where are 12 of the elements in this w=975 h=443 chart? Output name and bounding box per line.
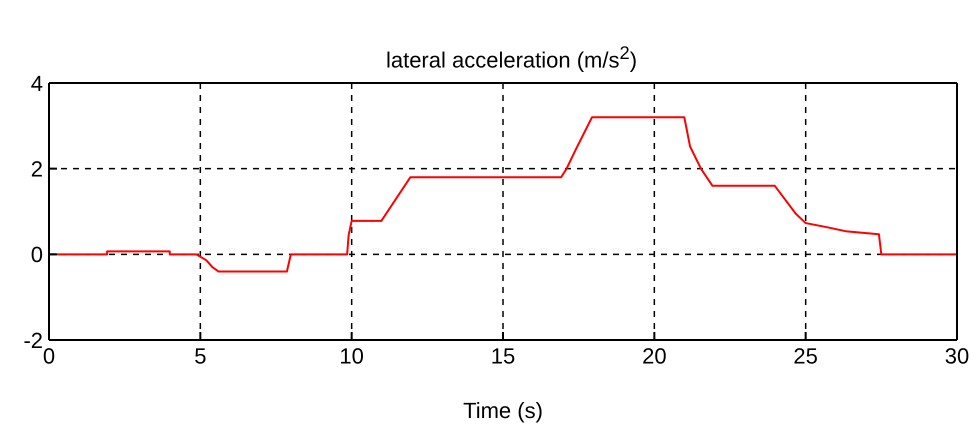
x-axis-title: Time (s) xyxy=(463,398,543,423)
y-tick-label: 0 xyxy=(30,242,43,268)
y-tick-label: 4 xyxy=(30,70,43,96)
chart-title: lateral acceleration (m/s$^{2}$) xyxy=(386,42,638,73)
y-tick-label: 2 xyxy=(30,156,43,182)
x-tick-label: 20 xyxy=(642,344,667,369)
x-tick-label: 10 xyxy=(339,344,364,369)
x-tick-label: 5 xyxy=(194,344,206,369)
y-tick-label: -2 xyxy=(23,328,43,353)
x-tick-label: 25 xyxy=(793,344,818,369)
x-tick-label: 15 xyxy=(490,344,516,369)
x-tick-label: 30 xyxy=(944,344,970,369)
